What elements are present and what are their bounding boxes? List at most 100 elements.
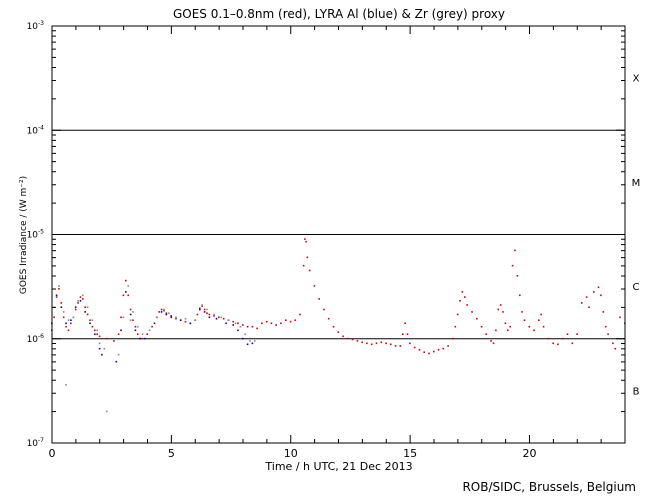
data-point [542,325,545,328]
data-point [105,337,108,340]
data-point [602,311,605,313]
data-point [242,324,244,326]
data-point [65,325,67,328]
data-point [614,347,617,350]
data-point [117,333,120,335]
data-point [495,329,497,332]
data-point [146,333,149,335]
series-group [51,238,626,355]
x-axis: 0 5 10 15 20 [49,26,626,460]
data-point [557,343,559,346]
data-point [561,337,564,340]
chart-title: GOES 0.1–0.8nm (red), LYRA Al (blue) & Z… [173,7,505,21]
data-point [60,302,63,304]
data-point [203,311,206,313]
data-point [94,333,96,335]
data-point [289,320,292,323]
data-point [79,300,82,302]
data-point [323,308,325,311]
data-point [189,322,192,325]
data-point [275,324,277,326]
data-point [89,319,91,321]
data-point [62,311,65,313]
data-point [74,306,77,308]
data-point [433,350,435,353]
data-point [244,333,246,335]
data-point [125,291,127,293]
data-point [588,306,590,308]
data-point [232,324,234,326]
data-point [55,296,58,298]
data-point [165,313,168,316]
data-point [82,294,84,297]
data-point [213,315,215,317]
data-point [199,308,201,311]
data-point [86,306,89,308]
data-point [196,313,199,316]
data-point [428,352,430,355]
data-point [91,325,94,328]
data-point [158,311,160,313]
data-point [466,304,468,306]
data-point [521,311,523,313]
data-point [170,316,172,319]
y-axis: 10-7 10-6 10-5 10-4 10-3 [27,20,625,449]
data-point [165,312,168,314]
data-point [72,316,75,319]
data-point [261,322,263,325]
data-point [492,342,495,345]
y-tick-label: 10-3 [27,20,45,32]
data-point [70,322,72,325]
data-point [117,353,120,356]
data-point [122,294,125,297]
data-point [62,316,65,319]
data-point [184,317,187,320]
y-tick-label: 10-5 [27,229,45,241]
data-point [227,319,230,321]
data-point [318,298,320,300]
data-point [67,319,70,321]
data-point [581,302,583,304]
data-point [256,327,258,330]
data-point [413,346,416,349]
data-point [471,311,473,313]
data-point [294,319,297,321]
y-tick-label: 10-7 [27,437,45,449]
data-point [151,325,153,328]
data-point [528,325,531,328]
y-tick-label: 10-4 [27,124,45,136]
data-point [540,313,542,316]
credit-text: ROB/SIDC, Brussels, Belgium [462,480,636,494]
data-point [148,329,151,332]
data-point [593,291,595,293]
data-point [342,335,344,338]
data-point [134,329,137,332]
data-point [305,240,307,243]
data-point [280,322,282,325]
data-point [105,410,108,413]
data-point [203,308,206,311]
data-point [218,316,220,319]
flare-class-label: X [633,74,640,85]
x-tick-label: 5 [168,447,175,460]
data-point [55,294,58,297]
data-point [394,345,397,347]
data-point [222,317,225,320]
data-point [201,304,203,306]
data-point [225,322,227,325]
data-point [423,351,425,353]
data-point [523,319,526,321]
data-point [136,325,139,328]
data-point [406,333,409,335]
data-point [380,341,383,344]
data-point [571,342,574,345]
data-point [96,329,98,332]
data-point [253,340,256,342]
data-point [101,353,103,356]
data-point [96,333,98,335]
data-point [129,308,132,311]
data-point [127,294,129,297]
data-point [375,342,378,345]
data-point [600,294,602,297]
data-point [122,316,125,319]
